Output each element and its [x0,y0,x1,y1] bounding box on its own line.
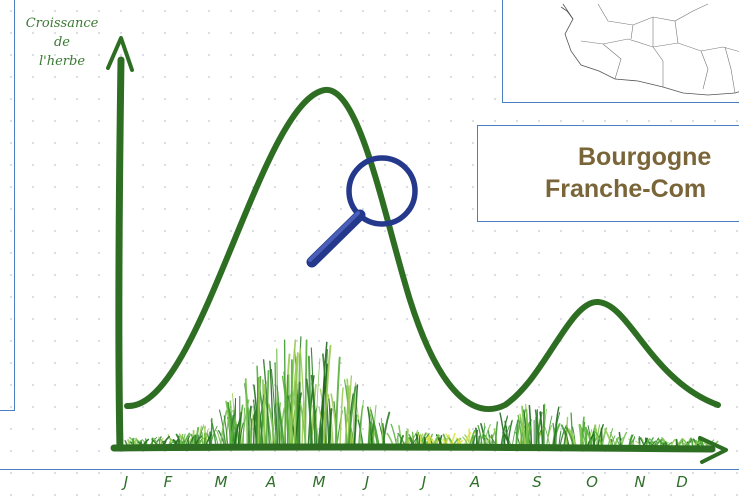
month-label: J [121,473,128,491]
bottom-frame-line [0,469,739,470]
magnifier-icon [306,155,418,268]
month-label: A [265,473,276,491]
x-axis-arrowhead [698,436,728,464]
region-label-box: Bourgogne Franche-Com [477,125,739,222]
y-axis-label-line-2: de [53,35,70,50]
grass-illustration [124,336,719,447]
y-axis-arrowhead [106,36,134,72]
x-axis [110,443,716,453]
y-axis-label-line-1: Croissance [25,16,99,31]
month-label: D [676,473,688,491]
month-label: N [634,473,645,491]
month-label: M [215,473,228,491]
france-map-icon [502,0,739,103]
y-axis-label: Croissance de l'herbe [22,14,102,71]
month-label: A [469,473,480,491]
region-label-line-2: Franche-Com [545,175,707,203]
month-label: J [419,473,426,491]
month-label: O [586,473,598,491]
month-label: M [313,473,326,491]
region-label-line-1: Bourgogne [578,143,712,171]
month-label: S [532,473,542,491]
y-axis-label-line-3: l'herbe [38,54,86,69]
month-label: J [362,473,369,491]
y-axis [115,56,125,452]
month-label: F [164,473,173,491]
left-panel-frame [0,0,15,411]
growth-curve [124,87,721,412]
